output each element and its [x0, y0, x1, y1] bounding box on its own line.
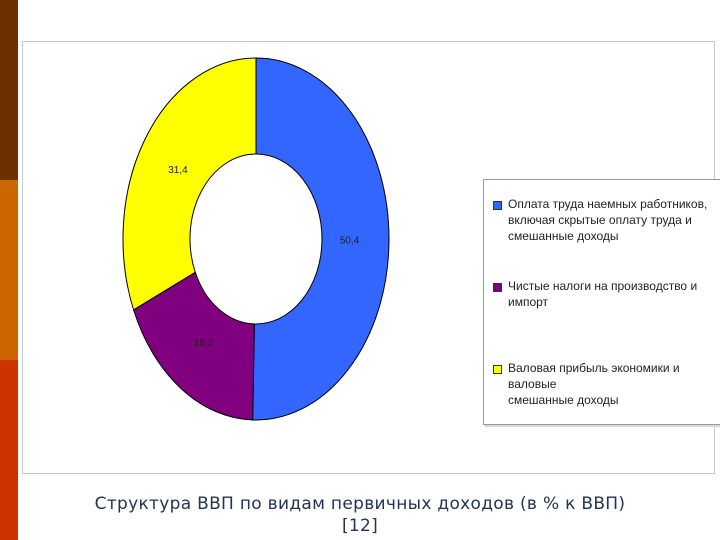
legend-label-labor-compensation: Оплата труда наемных работников, включая…	[508, 196, 707, 244]
chart-frame: 50,4 18,2 31,4 Оплата труда наемных работн…	[22, 41, 720, 474]
data-label-labor-compensation: 50,4	[340, 236, 360, 247]
legend-label-gross-profit: Валовая прибыль экономики и валовые смеш…	[508, 360, 720, 408]
legend-item-net-taxes: Чистые налоги на производство и импорт	[493, 278, 720, 310]
legend-swatch-net-taxes	[493, 283, 502, 292]
legend-line: включая скрытые оплату труда и	[508, 213, 692, 227]
legend-line: Валовая прибыль экономики и валовые	[508, 361, 680, 391]
legend-line: смешанные доходы	[508, 393, 619, 407]
donut-slice-labor-compensation	[252, 57, 390, 421]
legend-line: Чистые налоги на производство и импорт	[508, 279, 698, 309]
side-bar-top	[0, 0, 18, 180]
side-bar-bottom	[0, 360, 18, 540]
chart-legend: Оплата труда наемных работников, включая…	[483, 179, 720, 425]
legend-line: Оплата труда наемных работников,	[508, 197, 708, 211]
legend-item-labor-compensation: Оплата труда наемных работников, включая…	[493, 196, 720, 244]
legend-label-net-taxes: Чистые налоги на производство и импорт	[508, 278, 720, 310]
legend-swatch-labor-compensation	[493, 201, 502, 210]
data-label-gross-profit: 31,4	[168, 165, 188, 176]
side-bar-middle	[0, 180, 18, 360]
legend-swatch-gross-profit	[493, 365, 502, 374]
donut-slice-gross-profit	[122, 57, 257, 311]
figure-caption: Структура ВВП по видам первичных доходов…	[30, 493, 690, 537]
donut-slice-net-taxes	[133, 271, 255, 421]
caption-line-2: [12]	[341, 516, 379, 536]
legend-item-gross-profit: Валовая прибыль экономики и валовые смеш…	[493, 360, 720, 408]
donut-chart: 50,4 18,2 31,4	[122, 57, 390, 421]
caption-line-1: Структура ВВП по видам первичных доходов…	[94, 494, 626, 514]
legend-line: смешанные доходы	[508, 229, 619, 243]
data-label-net-taxes: 18,2	[194, 338, 214, 349]
